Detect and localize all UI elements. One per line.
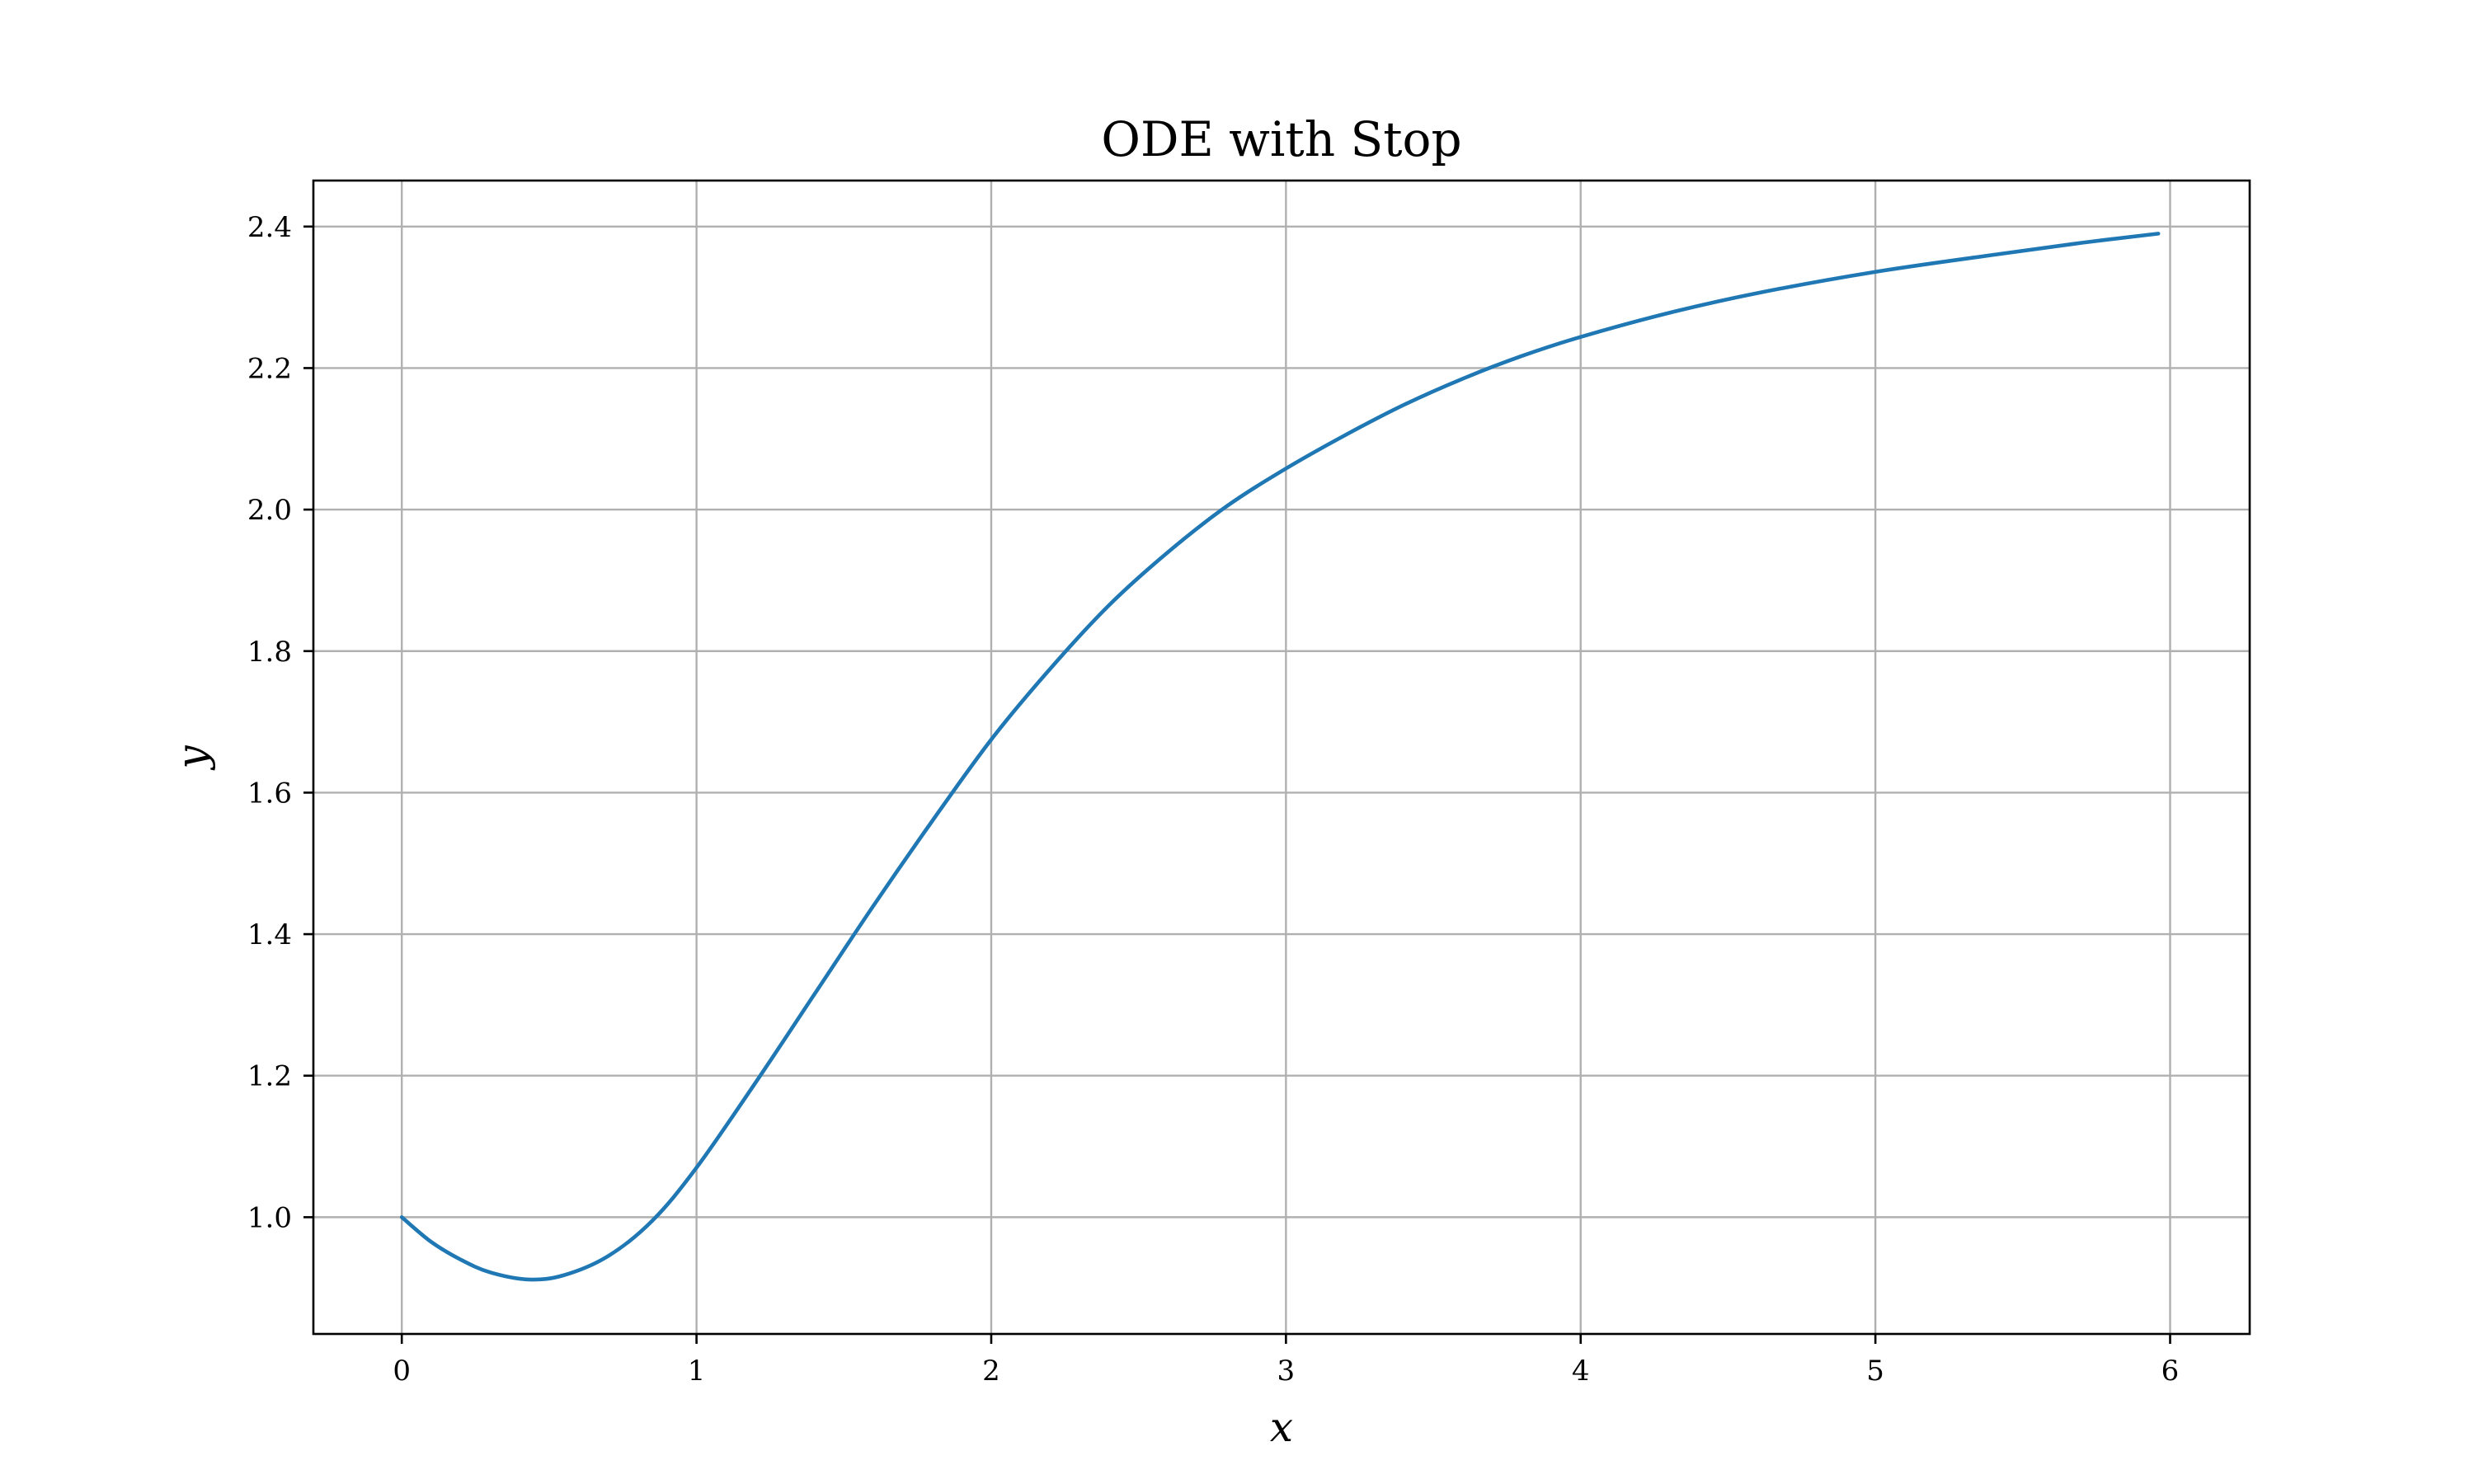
x-tick-label: 2 xyxy=(982,1355,1000,1388)
y-tick-label: 1.4 xyxy=(247,918,292,951)
plot-series xyxy=(399,232,2161,1282)
x-tick-label: 1 xyxy=(688,1355,706,1388)
y-tick-label: 2.4 xyxy=(247,211,292,244)
axis-ticks: 0 1 2 3 4 5 6 1.0 1.2 1.4 1.6 1.8 2.0 2.2 2.4 xyxy=(247,211,2179,1388)
x-tick-label: 4 xyxy=(1572,1355,1590,1388)
series-line xyxy=(399,232,2161,1282)
y-tick-label: 1.8 xyxy=(247,636,292,669)
y-tick-label: 1.0 xyxy=(247,1201,292,1234)
y-tick-label: 1.2 xyxy=(247,1060,292,1093)
x-tick-label: 5 xyxy=(1866,1355,1884,1388)
x-tick-label: 0 xyxy=(393,1355,411,1388)
plot-frame xyxy=(312,179,2251,1336)
y-tick-label: 2.2 xyxy=(247,352,292,385)
chart-title: ODE with Stop xyxy=(1101,111,1461,167)
x-axis-label: x xyxy=(1270,1403,1293,1451)
x-tick-label: 6 xyxy=(2161,1355,2180,1388)
grid xyxy=(313,181,2250,1334)
x-tick-label: 3 xyxy=(1277,1355,1296,1388)
y-tick-label: 1.6 xyxy=(247,777,292,810)
y-axis-label: y xyxy=(168,745,216,771)
y-tick-label: 2.0 xyxy=(247,494,292,527)
